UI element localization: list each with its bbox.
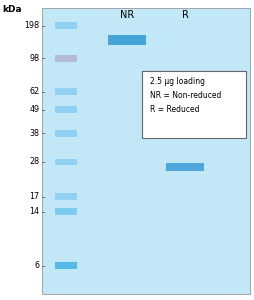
Text: 198: 198 bbox=[24, 21, 39, 30]
Text: 2.5 μg loading
NR = Non-reduced
R = Reduced: 2.5 μg loading NR = Non-reduced R = Redu… bbox=[150, 77, 221, 113]
Text: NR: NR bbox=[120, 11, 134, 20]
FancyBboxPatch shape bbox=[55, 88, 77, 95]
Text: 28: 28 bbox=[29, 158, 39, 166]
FancyBboxPatch shape bbox=[55, 130, 77, 137]
FancyBboxPatch shape bbox=[55, 193, 77, 200]
Text: kDa: kDa bbox=[3, 4, 22, 14]
Text: 62: 62 bbox=[29, 87, 39, 96]
FancyBboxPatch shape bbox=[166, 106, 204, 115]
FancyBboxPatch shape bbox=[55, 262, 77, 269]
FancyBboxPatch shape bbox=[55, 22, 77, 29]
FancyBboxPatch shape bbox=[55, 106, 77, 113]
FancyBboxPatch shape bbox=[55, 208, 77, 215]
FancyBboxPatch shape bbox=[142, 70, 246, 138]
Text: 17: 17 bbox=[29, 192, 39, 201]
Text: 98: 98 bbox=[29, 54, 39, 63]
FancyBboxPatch shape bbox=[108, 35, 146, 45]
Text: 6: 6 bbox=[34, 261, 39, 270]
FancyBboxPatch shape bbox=[42, 8, 250, 294]
Text: R: R bbox=[182, 11, 189, 20]
Text: 38: 38 bbox=[29, 129, 39, 138]
FancyBboxPatch shape bbox=[166, 164, 204, 171]
FancyBboxPatch shape bbox=[55, 55, 77, 62]
FancyBboxPatch shape bbox=[55, 159, 77, 165]
Text: 14: 14 bbox=[29, 207, 39, 216]
Text: 49: 49 bbox=[29, 105, 39, 114]
